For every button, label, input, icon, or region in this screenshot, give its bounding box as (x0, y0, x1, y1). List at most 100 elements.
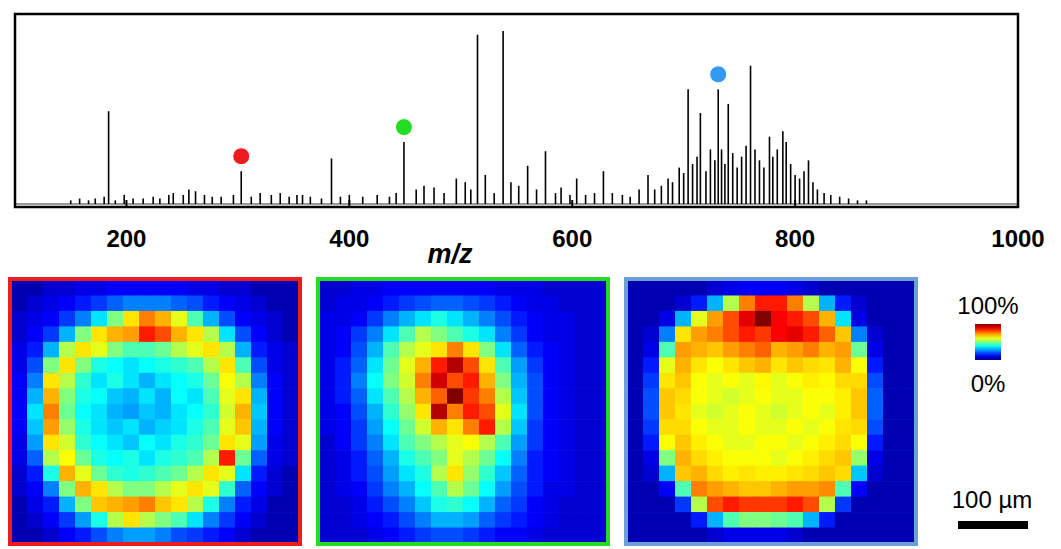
heat-cell (627, 497, 644, 513)
heat-cell (787, 528, 804, 544)
peak (545, 151, 547, 204)
heat-cell (75, 419, 92, 435)
heat-cell (187, 435, 204, 451)
heat-cell (707, 512, 724, 528)
peak (750, 66, 752, 204)
peak (302, 195, 304, 204)
heat-cell (203, 326, 220, 342)
heat-cell (59, 280, 76, 296)
heat-cell (739, 280, 756, 296)
heat-cell (415, 295, 432, 311)
heat-cell (219, 404, 236, 420)
heat-cell (559, 326, 576, 342)
colorbar-bar (975, 324, 1001, 360)
heat-cell (803, 435, 820, 451)
peak (211, 197, 213, 204)
heat-cell (819, 404, 836, 420)
heat-cell (463, 311, 480, 327)
heat-cell (75, 388, 92, 404)
heat-cell (171, 357, 188, 373)
heat-cell (803, 373, 820, 389)
peak (745, 146, 747, 204)
heat-cell (139, 342, 156, 358)
heat-cell (27, 419, 44, 435)
heat-cell (383, 481, 400, 497)
heat-cell (219, 295, 236, 311)
heat-cell (267, 404, 284, 420)
heat-cell (171, 512, 188, 528)
heat-cell (187, 419, 204, 435)
peak (555, 193, 557, 204)
heat-cell (463, 404, 480, 420)
heat-cell (431, 497, 448, 513)
heat-cell (91, 419, 108, 435)
heat-cell (559, 481, 576, 497)
heat-cell (511, 388, 528, 404)
heat-cell (755, 404, 772, 420)
heat-cell (819, 419, 836, 435)
heat-cell (659, 373, 676, 389)
peak (638, 189, 640, 204)
peak (152, 197, 154, 204)
heat-cell (543, 497, 560, 513)
heat-cell (139, 466, 156, 482)
heat-cell (319, 497, 336, 513)
heat-cell (867, 528, 884, 544)
heat-cell (251, 528, 268, 544)
heat-cell (431, 528, 448, 544)
heat-cell (643, 295, 660, 311)
heat-cell (399, 342, 416, 358)
heat-cell (575, 450, 592, 466)
heat-cell (739, 497, 756, 513)
heat-cell (627, 326, 644, 342)
heat-cell (415, 342, 432, 358)
heat-cell (399, 512, 416, 528)
heat-cell (495, 450, 512, 466)
heat-cell (203, 404, 220, 420)
heat-cell (383, 357, 400, 373)
heat-cell (755, 450, 772, 466)
heat-cell (755, 388, 772, 404)
heat-cell (283, 295, 300, 311)
heat-cell (75, 481, 92, 497)
heat-cell (867, 295, 884, 311)
x-tick-label: 200 (106, 225, 146, 252)
peak (721, 149, 723, 204)
heat-cell (139, 435, 156, 451)
figure: 2004006008001000m/z100%0%100 µm (0, 0, 1061, 549)
heat-cell (91, 295, 108, 311)
heat-cell (543, 404, 560, 420)
heat-cell (723, 280, 740, 296)
heat-cell (319, 342, 336, 358)
heat-cell (867, 450, 884, 466)
heat-cell (319, 481, 336, 497)
heat-cell (251, 280, 268, 296)
heat-cell (495, 388, 512, 404)
heat-cell (627, 357, 644, 373)
heat-cell (627, 450, 644, 466)
heat-cell (367, 435, 384, 451)
heat-cell (367, 373, 384, 389)
heat-cell (803, 497, 820, 513)
heat-cell (643, 466, 660, 482)
heat-cell (883, 404, 900, 420)
heat-cell (251, 373, 268, 389)
peak (172, 193, 174, 204)
heat-cell (463, 295, 480, 311)
heat-cell (123, 373, 140, 389)
scale-bar: 100 µm (952, 486, 1033, 529)
heat-cell (591, 373, 608, 389)
heat-cell (267, 326, 284, 342)
heat-cell (27, 357, 44, 373)
heat-cell (479, 481, 496, 497)
heat-cell (659, 357, 676, 373)
heat-cell (415, 512, 432, 528)
heat-cell (431, 388, 448, 404)
heat-cell (187, 481, 204, 497)
heat-cell (707, 404, 724, 420)
heat-cell (447, 435, 464, 451)
heat-cell (463, 342, 480, 358)
heat-cell (867, 357, 884, 373)
heat-cell (319, 466, 336, 482)
heat-cell (351, 497, 368, 513)
